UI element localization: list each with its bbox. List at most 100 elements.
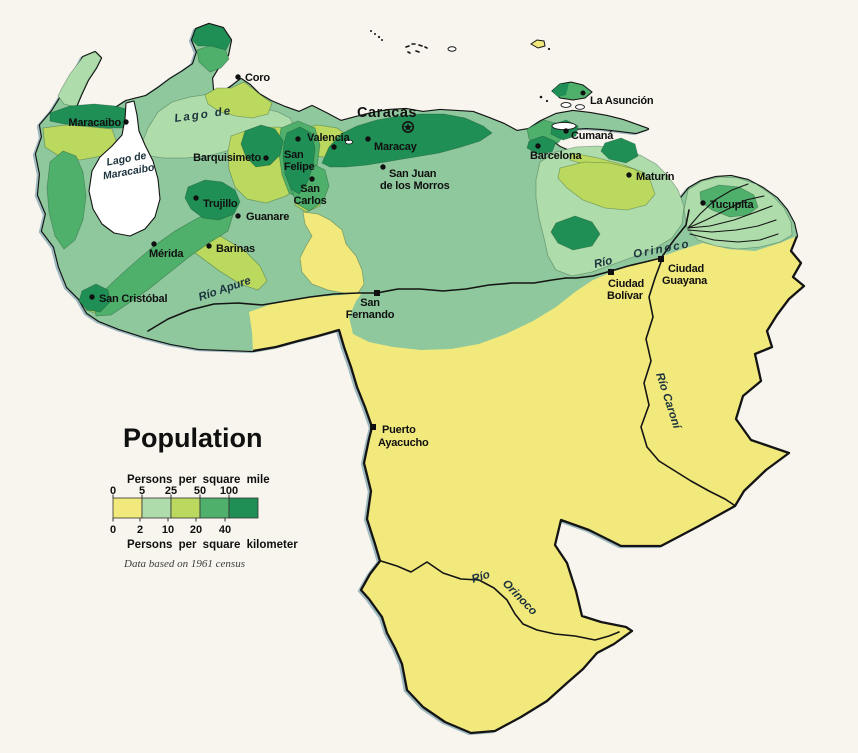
merida-label: Mérida bbox=[149, 248, 184, 260]
region-west-lake-band bbox=[46, 150, 87, 250]
delta-distributary-3 bbox=[687, 205, 773, 229]
barcelona-label: Barcelona bbox=[530, 150, 582, 162]
region-barcelona-blob bbox=[526, 135, 557, 155]
km-tick-40: 40 bbox=[219, 524, 231, 536]
legend-mile-ticks: 0 5 25 50 100 bbox=[110, 485, 238, 497]
region-trujillo-blob bbox=[184, 179, 241, 221]
coro-label: Coro bbox=[245, 72, 270, 84]
maracaibo-label: Maracaibo bbox=[68, 117, 121, 129]
la-asuncion-label: La Asunción bbox=[590, 95, 654, 107]
san-juan-marker bbox=[380, 164, 386, 170]
los-roques-islets bbox=[405, 43, 428, 54]
cubagua-island bbox=[575, 104, 585, 110]
coro-marker bbox=[235, 74, 241, 80]
coche-island bbox=[560, 102, 572, 108]
merida-marker bbox=[151, 241, 157, 247]
legend-km-ticks: 0 2 10 20 40 bbox=[110, 524, 231, 536]
rivers bbox=[147, 183, 779, 641]
barcelona-marker bbox=[535, 143, 541, 149]
km-tick-20: 20 bbox=[190, 524, 202, 536]
ciudad-guayana-label-2: Guayana bbox=[662, 275, 708, 287]
region-maturin-dark bbox=[600, 137, 639, 164]
islands bbox=[370, 30, 593, 110]
san-juan-label-1: San Juan bbox=[389, 168, 437, 180]
san-carlos-label-1: San bbox=[300, 183, 320, 195]
puerto-ayacucho-label-2: Ayacucho bbox=[378, 437, 429, 449]
san-fernando-marker bbox=[374, 290, 380, 296]
puerto-ayacucho-marker bbox=[370, 424, 376, 430]
trujillo-marker bbox=[193, 195, 199, 201]
legend: Population Persons per square mile 0 5 2… bbox=[110, 423, 298, 570]
maracay-label: Maracay bbox=[374, 141, 418, 153]
san-cristobal-label: San Cristóbal bbox=[99, 293, 167, 305]
legend-swatch-3 bbox=[170, 497, 201, 519]
delta-distributary-4 bbox=[687, 219, 777, 233]
delta-distributary-1 bbox=[687, 183, 749, 229]
tortuga-island bbox=[530, 39, 546, 49]
mile-tick-25: 25 bbox=[165, 485, 177, 497]
rio-orinoco-north-label-rio: Río bbox=[593, 255, 614, 271]
mile-tick-100: 100 bbox=[220, 485, 238, 497]
barinas-marker bbox=[206, 243, 212, 249]
caracas-label: Caracas bbox=[357, 105, 417, 121]
san-cristobal-marker bbox=[89, 294, 95, 300]
orchila-island bbox=[447, 46, 457, 52]
ciudad-guayana-label-1: Ciudad bbox=[668, 263, 704, 275]
valencia-label: Valencia bbox=[307, 132, 351, 144]
san-fernando-label-1: San bbox=[360, 297, 380, 309]
legend-note: Data based on 1961 census bbox=[123, 558, 245, 570]
rio-orinoco-south-line bbox=[380, 560, 620, 641]
valencia-marker bbox=[331, 144, 337, 150]
barinas-label: Barinas bbox=[216, 243, 255, 255]
maracay-marker bbox=[365, 136, 371, 142]
maracaibo-marker bbox=[123, 119, 129, 125]
legend-mile-label: Persons per square mile bbox=[127, 474, 270, 486]
region-paraguana-north bbox=[191, 23, 232, 51]
regions-dark-green bbox=[49, 23, 639, 313]
tucupita-marker bbox=[700, 200, 706, 206]
legend-tick-marks bbox=[112, 494, 230, 522]
puerto-ayacucho-label-1: Puerto bbox=[382, 424, 416, 436]
region-anzoategui-dark bbox=[550, 215, 601, 251]
region-caracas-band bbox=[321, 113, 493, 168]
guanare-marker bbox=[235, 213, 241, 219]
san-carlos-marker bbox=[309, 176, 315, 182]
maturin-label: Maturín bbox=[636, 171, 675, 183]
cumana-label: Cumaná bbox=[571, 130, 614, 142]
islet-1 bbox=[539, 95, 543, 99]
city-labels: Maracaibo Coro Barquisimeto San Felipe V… bbox=[68, 72, 754, 449]
tucupita-label: Tucupita bbox=[710, 199, 754, 211]
legend-heading: Population bbox=[123, 423, 262, 453]
san-felipe-label-2: Felipe bbox=[284, 161, 315, 173]
lake-valencia bbox=[344, 139, 353, 145]
barquisimeto-label: Barquisimeto bbox=[193, 152, 261, 164]
rio-orinoco-north-line bbox=[565, 209, 690, 279]
tortuga-islet bbox=[547, 47, 551, 51]
city-markers bbox=[89, 74, 706, 430]
san-felipe-marker bbox=[295, 136, 301, 142]
region-barquisimeto-blob bbox=[240, 124, 284, 168]
delta-distributary-5 bbox=[689, 233, 779, 243]
delta-distributary-2 bbox=[687, 195, 765, 229]
ciudad-bolivar-marker bbox=[608, 269, 614, 275]
araya-lagoon bbox=[551, 121, 577, 131]
cumana-marker bbox=[563, 128, 569, 134]
ciudad-bolivar-label-2: Bolívar bbox=[607, 290, 644, 302]
legend-swatch-5 bbox=[228, 497, 259, 519]
legend-swatch-1 bbox=[112, 497, 143, 519]
san-carlos-label-2: Carlos bbox=[293, 195, 326, 207]
rio-caroni-line bbox=[640, 261, 735, 506]
ciudad-bolivar-label-1: Ciudad bbox=[608, 278, 644, 290]
san-fernando-label-2: Fernando bbox=[346, 309, 395, 321]
km-tick-10: 10 bbox=[162, 524, 174, 536]
km-tick-0: 0 bbox=[110, 524, 116, 536]
maturin-marker bbox=[626, 172, 632, 178]
trujillo-label: Trujillo bbox=[203, 198, 238, 210]
la-asuncion-marker bbox=[580, 90, 586, 96]
ciudad-guayana-marker bbox=[658, 256, 664, 262]
region-andes-block bbox=[93, 208, 234, 317]
region-guajira bbox=[57, 51, 102, 108]
guanare-label: Guanare bbox=[246, 211, 289, 223]
legend-color-band bbox=[112, 494, 259, 522]
